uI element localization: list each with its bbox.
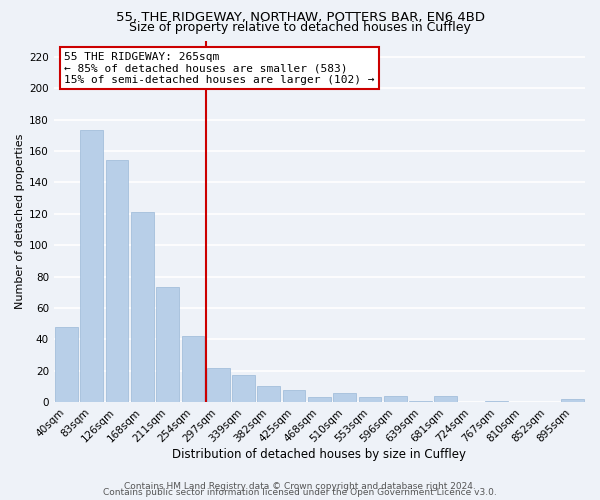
Text: Size of property relative to detached houses in Cuffley: Size of property relative to detached ho…	[129, 21, 471, 34]
Bar	[80, 130, 103, 402]
Bar	[359, 398, 382, 402]
Bar	[485, 400, 508, 402]
Text: Contains public sector information licensed under the Open Government Licence v3: Contains public sector information licen…	[103, 488, 497, 497]
Text: Contains HM Land Registry data © Crown copyright and database right 2024.: Contains HM Land Registry data © Crown c…	[124, 482, 476, 491]
X-axis label: Distribution of detached houses by size in Cuffley: Distribution of detached houses by size …	[172, 448, 466, 461]
Bar	[334, 392, 356, 402]
Text: 55 THE RIDGEWAY: 265sqm
← 85% of detached houses are smaller (583)
15% of semi-d: 55 THE RIDGEWAY: 265sqm ← 85% of detache…	[64, 52, 375, 85]
Bar	[156, 288, 179, 402]
Bar	[308, 398, 331, 402]
Bar	[182, 336, 204, 402]
Bar	[131, 212, 154, 402]
Bar	[561, 399, 584, 402]
Bar	[384, 396, 407, 402]
Bar	[207, 368, 230, 402]
Bar	[106, 160, 128, 402]
Bar	[434, 396, 457, 402]
Bar	[232, 376, 255, 402]
Bar	[257, 386, 280, 402]
Y-axis label: Number of detached properties: Number of detached properties	[15, 134, 25, 309]
Text: 55, THE RIDGEWAY, NORTHAW, POTTERS BAR, EN6 4BD: 55, THE RIDGEWAY, NORTHAW, POTTERS BAR, …	[115, 11, 485, 24]
Bar	[409, 400, 432, 402]
Bar	[55, 327, 78, 402]
Bar	[283, 390, 305, 402]
